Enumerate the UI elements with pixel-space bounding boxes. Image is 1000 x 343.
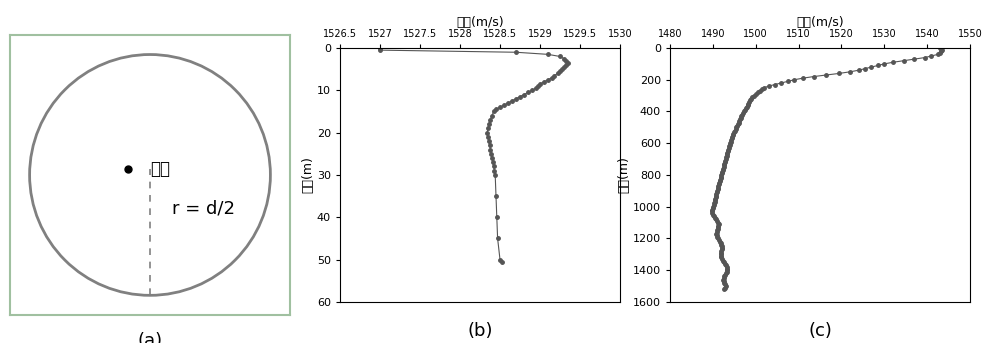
Y-axis label: 水深(m): 水深(m): [617, 156, 630, 193]
Y-axis label: 水深(m): 水深(m): [301, 156, 314, 193]
Text: (a): (a): [137, 332, 163, 343]
X-axis label: 声速(m/s): 声速(m/s): [456, 16, 504, 29]
Text: (b): (b): [467, 322, 493, 340]
Text: r = d/2: r = d/2: [172, 200, 235, 217]
Text: 信标: 信标: [150, 160, 170, 178]
X-axis label: 声速(m/s): 声速(m/s): [796, 16, 844, 29]
Text: (c): (c): [808, 322, 832, 340]
